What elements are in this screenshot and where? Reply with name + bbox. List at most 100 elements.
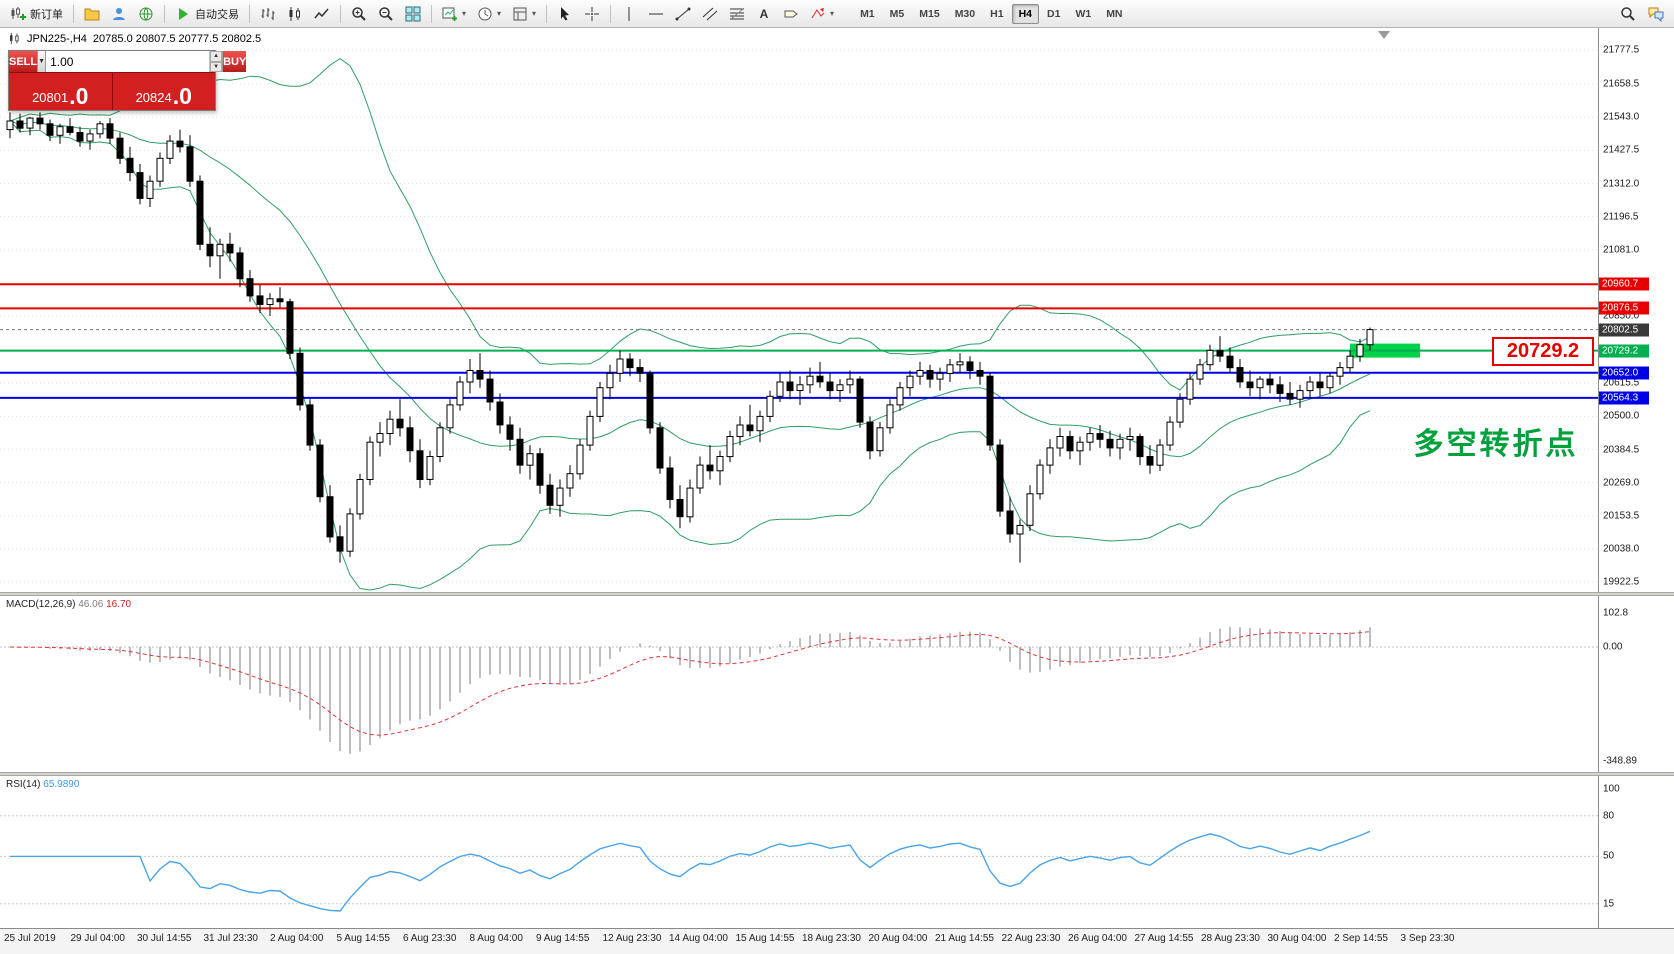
vertical-line-button[interactable] bbox=[616, 3, 642, 25]
macd-axis-label: -348.89 bbox=[1603, 755, 1637, 767]
macd-label: MACD(12,26,9) 46.06 16.70 bbox=[6, 599, 131, 610]
channel-button[interactable] bbox=[697, 3, 723, 25]
chevron-down-icon: ▾ bbox=[462, 9, 467, 18]
play-icon bbox=[175, 6, 191, 22]
zoom-out-button[interactable] bbox=[373, 3, 399, 25]
main-toolbar: 新订单 自动交易 ▾ ▾ ▾ ▾ M1 M5 M15 M30 H1 H4 D1 W1 MN bbox=[0, 0, 1674, 28]
panel-splitter[interactable] bbox=[0, 592, 1674, 596]
auto-trading-button[interactable]: 自动交易 bbox=[170, 3, 244, 25]
time-axis-label: 12 Aug 23:30 bbox=[602, 933, 662, 944]
zoom-out-icon bbox=[378, 6, 394, 22]
price-axis-label: 20384.5 bbox=[1603, 444, 1640, 455]
new-order-icon bbox=[10, 6, 26, 22]
chart-annotation[interactable]: 多空转折点 bbox=[1413, 428, 1579, 461]
chart-plus-icon bbox=[442, 6, 458, 22]
text-button[interactable] bbox=[751, 3, 777, 25]
price-axis-label: 21543.0 bbox=[1603, 111, 1640, 123]
shapes-icon bbox=[810, 6, 826, 22]
candles-icon bbox=[287, 6, 303, 22]
price-axis-label: 21658.5 bbox=[1603, 78, 1640, 90]
zoom-in-button[interactable] bbox=[346, 3, 372, 25]
toolbar-right bbox=[1615, 3, 1669, 25]
bars-icon bbox=[260, 6, 276, 22]
search-button[interactable] bbox=[1615, 3, 1641, 25]
timeframe-m1[interactable]: M1 bbox=[853, 4, 882, 24]
price-axis-label: 20850.0 bbox=[1603, 310, 1640, 322]
indicators-button[interactable]: ▾ bbox=[437, 3, 471, 25]
folder-icon bbox=[84, 6, 100, 22]
timeframe-w1[interactable]: W1 bbox=[1068, 4, 1098, 24]
price-line-tag: 20876.5 bbox=[1599, 301, 1649, 315]
templates-button[interactable]: ▾ bbox=[507, 3, 541, 25]
price-callout[interactable]: 20729.2 bbox=[1492, 337, 1594, 366]
time-axis[interactable] bbox=[0, 928, 1674, 954]
hline-icon bbox=[648, 6, 664, 22]
volume-up-button[interactable]: ▲ bbox=[210, 51, 223, 62]
volume-input[interactable] bbox=[46, 51, 210, 72]
panel-splitter[interactable] bbox=[0, 772, 1674, 776]
template-icon bbox=[512, 6, 528, 22]
time-axis-label: 20 Aug 04:00 bbox=[868, 933, 928, 944]
market-watch-button[interactable] bbox=[106, 3, 132, 25]
toolbar-separator bbox=[164, 4, 165, 23]
timeframe-m5[interactable]: M5 bbox=[883, 4, 912, 24]
sell-price-display[interactable]: 20801 .0 bbox=[9, 73, 113, 110]
rsi-panel[interactable] bbox=[0, 776, 1674, 928]
clock-icon bbox=[477, 6, 493, 22]
time-axis-label: 29 Jul 04:00 bbox=[70, 933, 126, 944]
rsi-label: RSI(14) 65.9890 bbox=[6, 779, 79, 790]
price-axis-label: 19922.5 bbox=[1603, 576, 1640, 588]
bar-chart-button[interactable] bbox=[255, 3, 281, 25]
price-axis-label: 20038.0 bbox=[1603, 543, 1640, 555]
vline-icon bbox=[621, 6, 637, 22]
macd-value-1: 46.06 bbox=[78, 599, 104, 610]
volume-box: ▲ ▼ bbox=[46, 51, 224, 72]
macd-axis-label: 102.8 bbox=[1603, 607, 1629, 619]
horizontal-line-button[interactable] bbox=[643, 3, 669, 25]
candle-chart-button[interactable] bbox=[282, 3, 308, 25]
new-order-button[interactable]: 新订单 bbox=[5, 3, 68, 25]
rsi-value: 65.9890 bbox=[43, 779, 80, 790]
trendline-icon bbox=[675, 6, 691, 22]
timeframe-m15[interactable]: M15 bbox=[912, 4, 946, 24]
timeframe-h4[interactable]: H4 bbox=[1011, 3, 1039, 24]
volume-down-button[interactable]: ▼ bbox=[210, 61, 223, 72]
charts-folder-button[interactable] bbox=[79, 3, 105, 25]
time-axis-label: 18 Aug 23:30 bbox=[802, 933, 861, 944]
price-chart-panel[interactable] bbox=[0, 28, 1674, 592]
timeframe-h1[interactable]: H1 bbox=[983, 4, 1010, 24]
timeframe-m30[interactable]: M30 bbox=[948, 4, 982, 24]
toolbar-separator bbox=[546, 4, 548, 23]
time-axis-label: 30 Aug 04:00 bbox=[1267, 933, 1327, 944]
chat-button[interactable] bbox=[1643, 3, 1669, 25]
timeframe-d1[interactable]: D1 bbox=[1040, 4, 1067, 24]
buy-price-display[interactable]: 20824 .0 bbox=[112, 73, 215, 110]
macd-panel[interactable] bbox=[0, 596, 1674, 772]
macd-axis-label: 0.00 bbox=[1603, 641, 1623, 653]
macd-name: MACD(12,26,9) bbox=[6, 599, 76, 610]
rsi-axis-label: 100 bbox=[1603, 783, 1620, 795]
sell-button[interactable]: SELL bbox=[9, 51, 38, 72]
timeframe-mn[interactable]: MN bbox=[1099, 4, 1129, 24]
ohlc-values: 20785.0 20807.5 20777.5 20802.5 bbox=[92, 32, 262, 45]
text-label-button[interactable] bbox=[778, 3, 804, 25]
trendline-button[interactable] bbox=[670, 3, 696, 25]
chat-icon bbox=[1648, 6, 1664, 22]
time-axis-label: 2 Sep 14:55 bbox=[1334, 933, 1388, 944]
rsi-axis-label: 80 bbox=[1603, 810, 1615, 822]
periods-button[interactable]: ▾ bbox=[472, 3, 506, 25]
community-button[interactable] bbox=[133, 3, 159, 25]
time-axis-label: 5 Aug 14:55 bbox=[336, 933, 390, 944]
fibonacci-button[interactable] bbox=[724, 3, 750, 25]
arrows-button[interactable]: ▾ bbox=[805, 3, 839, 25]
mini-chart-icon bbox=[8, 32, 21, 45]
chevron-down-icon: ▾ bbox=[830, 9, 835, 18]
order-options-dropdown[interactable]: ▼ bbox=[37, 51, 47, 72]
line-chart-button[interactable] bbox=[309, 3, 335, 25]
one-click-trading-panel: SELL ▼ ▲ ▼ BUY 20801 .0 20824 .0 bbox=[8, 50, 247, 111]
cursor-button[interactable] bbox=[552, 3, 578, 25]
buy-button[interactable]: BUY bbox=[223, 51, 247, 72]
crosshair-button[interactable] bbox=[579, 3, 605, 25]
tile-windows-button[interactable] bbox=[400, 3, 426, 25]
